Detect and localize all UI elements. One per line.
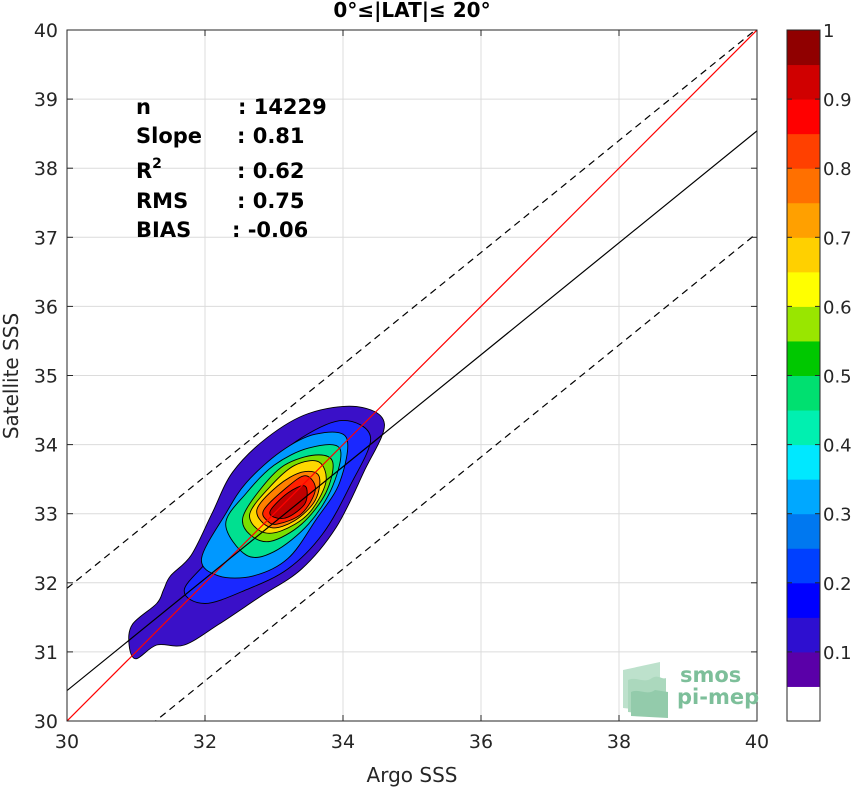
stat-label-3: RMS [136, 189, 188, 213]
y-tick-label-10: 40 [34, 20, 58, 42]
y-axis-ticks: 30 31 32 33 34 35 36 37 38 39 40 [34, 20, 757, 733]
lower-bound-line [154, 232, 757, 721]
stat-label-4: BIAS [136, 218, 191, 242]
colorbar-band-1 [787, 651, 820, 687]
colorbar-band-14 [787, 202, 820, 238]
colorbar-band-12 [787, 271, 820, 307]
colorbar-tick-label-8: 0.9 [823, 90, 852, 111]
colorbar-band-18 [787, 64, 820, 100]
y-tick-label-1: 31 [34, 642, 58, 664]
fit-line [67, 130, 757, 692]
stat-value-4: : -0.06 [232, 218, 308, 242]
reference-lines [67, 30, 757, 721]
stat-superscript-2: 2 [152, 156, 162, 172]
density-contour-8 [269, 485, 308, 519]
logo-waves-icon [623, 662, 668, 718]
stat-label-0: n [136, 95, 151, 119]
chart-title: 0°≤|LAT|≤ 20° [333, 0, 490, 22]
x-axis-label: Argo SSS [367, 763, 458, 787]
upper-bound-line [67, 30, 757, 589]
colorbar-band-3 [787, 582, 820, 618]
smos-pi-mep-logo: smos pi-mep [623, 662, 759, 718]
y-tick-label-5: 35 [34, 366, 58, 388]
x-tick-label-4: 38 [607, 731, 631, 753]
colorbar-band-0 [787, 686, 820, 722]
y-tick-label-2: 32 [34, 573, 58, 595]
y-tick-label-9: 39 [34, 89, 58, 111]
colorbar-tick-label-4: 0.5 [823, 367, 852, 388]
colorbar-tick-label-1: 0.2 [823, 574, 852, 595]
y-tick-label-0: 30 [34, 711, 58, 733]
y-tick-label-7: 37 [34, 227, 58, 249]
colorbar-ticks: 0.1 0.2 0.3 0.4 0.5 0.6 0.7 0.8 0.9 1 [787, 21, 852, 664]
y-tick-label-6: 36 [34, 296, 58, 318]
colorbar-tick-label-0: 0.1 [823, 643, 852, 664]
colorbar-band-2 [787, 617, 820, 653]
x-tick-label-2: 34 [331, 731, 355, 753]
colorbar-band-4 [787, 548, 820, 584]
stat-value-3: : 0.75 [237, 189, 305, 213]
logo-line2: pi-mep [677, 685, 759, 709]
y-axis-label: Satellite SSS [0, 313, 23, 439]
stat-value-0: : 14229 [238, 95, 327, 119]
colorbar-tick-label-5: 0.6 [823, 297, 852, 318]
colorbar-tick-label-3: 0.4 [823, 436, 852, 457]
colorbar-band-15 [787, 168, 820, 204]
colorbar-band-11 [787, 306, 820, 342]
y-tick-label-8: 38 [34, 158, 58, 180]
colorbar-tick-label-6: 0.7 [823, 228, 852, 249]
colorbar-band-17 [787, 99, 820, 135]
colorbar-band-6 [787, 479, 820, 515]
colorbar-band-16 [787, 133, 820, 169]
stat-value-2: : 0.62 [237, 159, 305, 183]
x-tick-label-1: 32 [193, 731, 217, 753]
x-tick-label-3: 36 [469, 731, 493, 753]
colorbar-band-8 [787, 410, 820, 446]
colorbar-tick-label-2: 0.3 [823, 505, 852, 526]
colorbar-band-13 [787, 237, 820, 273]
colorbar [787, 30, 820, 722]
stat-label-1: Slope [136, 124, 202, 148]
colorbar-band-10 [787, 340, 820, 376]
identity-line [67, 30, 757, 721]
y-tick-label-3: 33 [34, 504, 58, 526]
colorbar-band-9 [787, 375, 820, 411]
x-tick-label-0: 30 [55, 731, 79, 753]
stat-value-1: : 0.81 [237, 124, 305, 148]
colorbar-tick-label-9: 1 [823, 21, 834, 42]
colorbar-band-19 [787, 30, 820, 66]
x-tick-label-5: 40 [745, 731, 769, 753]
y-tick-label-4: 34 [34, 435, 58, 457]
x-axis-ticks: 30 32 34 36 38 40 [55, 30, 769, 753]
colorbar-band-5 [787, 513, 820, 549]
colorbar-tick-label-7: 0.8 [823, 159, 852, 180]
logo-line1: smos [680, 663, 741, 687]
colorbar-band-7 [787, 444, 820, 480]
